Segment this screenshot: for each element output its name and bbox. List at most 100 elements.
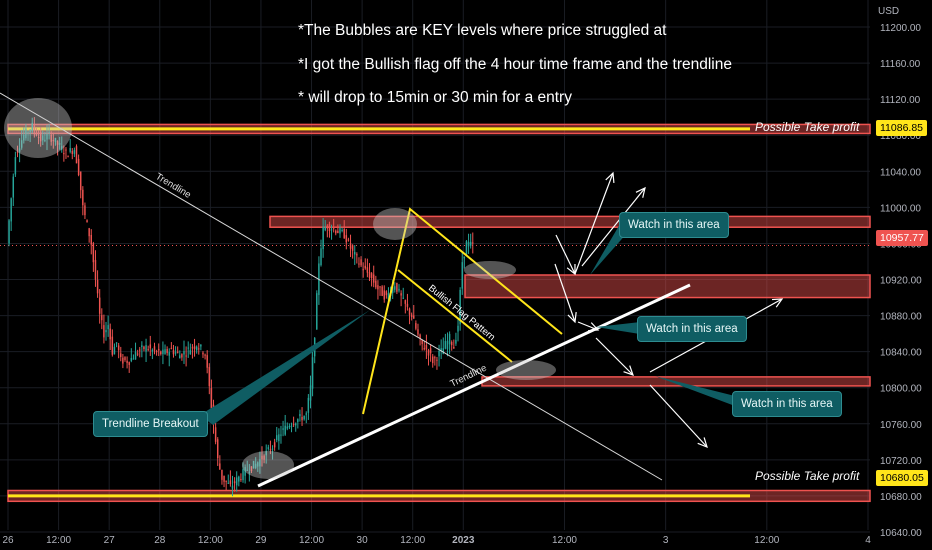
candle-body xyxy=(238,476,240,482)
candle-body xyxy=(113,346,116,355)
time-axis: 26 12:00 27 28 12:00 29 12:00 30 12:00 2023 12:00 3… xyxy=(2,535,871,546)
key-level-bubble xyxy=(4,98,72,158)
candle-body xyxy=(299,414,301,417)
time-tick-label: 29 xyxy=(255,535,267,546)
candle-body xyxy=(214,427,217,442)
price-tick-label: 10680.00 xyxy=(880,492,922,503)
candle-body xyxy=(18,148,21,152)
candle-body xyxy=(149,344,152,349)
candle-body xyxy=(37,137,40,139)
currency-label: USD xyxy=(878,6,900,17)
candle-body xyxy=(122,357,124,364)
zone-upper-resistance xyxy=(269,215,871,228)
candle-body xyxy=(195,346,198,351)
candle-body xyxy=(139,349,141,351)
candle-body xyxy=(385,291,388,296)
candle-body xyxy=(360,259,362,266)
candle-body xyxy=(73,150,76,154)
candle-body xyxy=(229,480,232,485)
arrow-head xyxy=(605,171,615,184)
candle-body xyxy=(132,358,135,360)
candle-body xyxy=(381,286,383,296)
candle-body xyxy=(341,229,343,231)
key-level-bubble xyxy=(373,208,417,240)
candle-body xyxy=(103,325,105,338)
candle-body xyxy=(366,267,369,273)
candle-body xyxy=(206,355,208,368)
time-tick-label: 2023 xyxy=(452,535,475,546)
time-tick-label: 12:00 xyxy=(754,535,779,546)
candle-body xyxy=(461,262,463,289)
candle-body xyxy=(305,413,307,415)
candle-body xyxy=(284,425,286,435)
candle-body xyxy=(181,354,183,358)
candle-body xyxy=(183,351,185,355)
candle-body xyxy=(278,434,280,441)
candle-body xyxy=(166,349,168,354)
uptrend-line xyxy=(257,283,691,488)
candle-body xyxy=(421,339,423,344)
candle-body xyxy=(193,346,196,349)
candle-body xyxy=(261,455,263,460)
candle-body xyxy=(162,349,164,355)
candle-body xyxy=(282,428,284,430)
candle-body xyxy=(120,353,122,357)
time-tick-label: 4 xyxy=(865,535,871,546)
candle-body xyxy=(84,205,86,216)
candle-body xyxy=(457,325,459,332)
arrow-head xyxy=(635,186,646,198)
price-tick-label: 11080.00 xyxy=(880,131,921,142)
price-tick-label: 10640.00 xyxy=(880,528,922,539)
candle-body xyxy=(141,345,143,348)
candle-body xyxy=(273,442,276,448)
candle-body xyxy=(67,156,69,158)
candle-body xyxy=(210,388,213,408)
candle-body xyxy=(79,171,82,191)
arrow-head xyxy=(587,322,600,332)
chart-grid xyxy=(0,0,870,533)
candle-body xyxy=(335,230,337,234)
candle-body xyxy=(250,466,253,472)
candle-body xyxy=(326,225,329,229)
candle-body xyxy=(351,245,354,251)
candle-body xyxy=(263,455,265,460)
candle-body xyxy=(332,227,335,229)
candle-body xyxy=(124,357,126,361)
candle-body xyxy=(328,223,331,232)
candle-body xyxy=(189,350,192,355)
candle-body xyxy=(29,129,31,133)
callout-watch-middle: Watch in this area xyxy=(637,316,747,342)
candle-body xyxy=(168,352,170,356)
candle-body xyxy=(160,351,162,355)
candle-body xyxy=(429,348,432,354)
candle-body xyxy=(63,153,65,155)
candle-body xyxy=(52,140,55,142)
candle-body xyxy=(172,350,175,355)
price-tick-label: 10760.00 xyxy=(880,420,922,431)
candle-body xyxy=(465,241,468,255)
candle-body xyxy=(254,463,257,468)
price-tick-label: 10920.00 xyxy=(880,276,922,287)
projection-arrow xyxy=(574,172,614,275)
candle-body xyxy=(136,353,139,355)
candle-body xyxy=(248,472,251,474)
key-level-bubble xyxy=(464,261,516,279)
candle-body xyxy=(271,448,274,450)
candle-body xyxy=(364,265,367,269)
arrow-head xyxy=(623,365,634,376)
candle-body xyxy=(130,357,133,362)
candle-body xyxy=(434,357,436,359)
candle-body xyxy=(453,347,455,349)
candle-body xyxy=(311,357,314,389)
candle-body xyxy=(402,297,404,299)
candle-body xyxy=(398,288,400,291)
candle-body xyxy=(307,397,310,413)
candle-body xyxy=(427,350,430,356)
candle-body xyxy=(75,146,78,164)
candle-body xyxy=(101,315,103,321)
time-tick-label: 3 xyxy=(663,535,669,546)
candle-body xyxy=(438,351,440,357)
candle-body xyxy=(198,348,200,350)
candle-body xyxy=(455,339,457,344)
candle-body xyxy=(176,351,179,353)
